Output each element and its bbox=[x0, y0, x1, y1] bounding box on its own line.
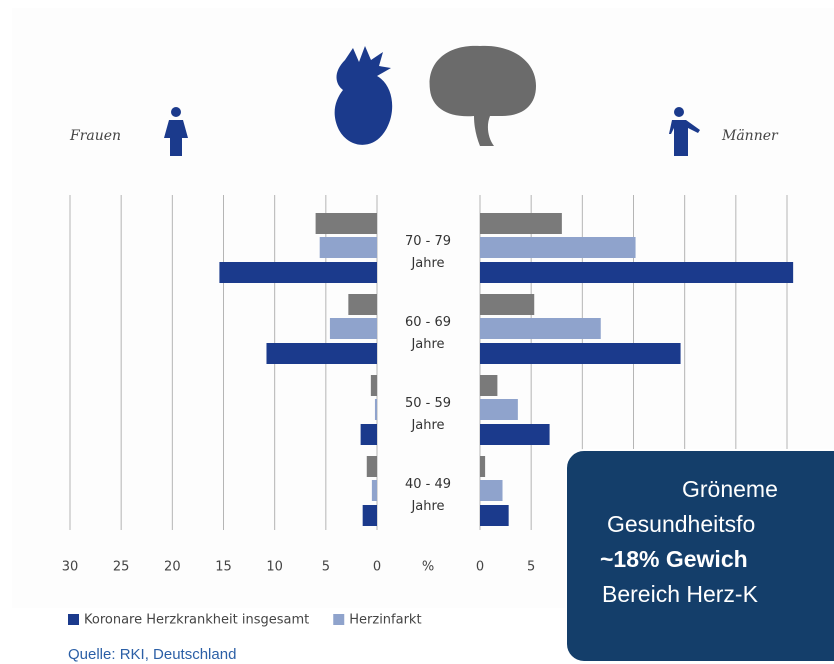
bar bbox=[480, 375, 497, 396]
bar bbox=[219, 262, 377, 283]
bar bbox=[480, 505, 509, 526]
legend-swatch bbox=[333, 614, 344, 625]
bar bbox=[367, 456, 377, 477]
source: Quelle: RKI, Deutschland bbox=[68, 646, 236, 663]
bar bbox=[480, 213, 562, 234]
category-unit: Jahre bbox=[410, 256, 444, 271]
bar bbox=[375, 399, 377, 420]
bar bbox=[348, 294, 377, 315]
legend-swatch bbox=[68, 614, 79, 625]
bar bbox=[372, 480, 377, 501]
page: {"chart_data": [ {"type": "bar", "title"… bbox=[0, 0, 834, 664]
x-tick-label: 15 bbox=[215, 560, 232, 575]
bar bbox=[480, 318, 601, 339]
bar bbox=[371, 375, 377, 396]
category-range: 50 - 59 bbox=[405, 396, 451, 411]
chart: Frauen Männer % Quelle: RKI, Deutschland… bbox=[0, 0, 834, 664]
bar bbox=[480, 294, 534, 315]
panel-title: Frauen bbox=[69, 128, 121, 144]
x-tick-label: 5 bbox=[322, 560, 330, 575]
overlay-line: Gesundheitsfo bbox=[607, 511, 755, 537]
category-unit: Jahre bbox=[410, 418, 444, 433]
legend-label: Herzinfarkt bbox=[349, 613, 421, 628]
category-unit: Jahre bbox=[410, 499, 444, 514]
overlay-line: ~18% Gewich bbox=[600, 546, 748, 572]
category-range: 40 - 49 bbox=[405, 477, 451, 492]
x-tick-label: 0 bbox=[373, 560, 381, 575]
panel-title: Männer bbox=[721, 128, 779, 144]
x-tick-label: 30 bbox=[62, 560, 79, 575]
bar bbox=[266, 343, 377, 364]
bar bbox=[480, 237, 636, 258]
bar bbox=[316, 213, 377, 234]
bar bbox=[480, 480, 503, 501]
x-tick-label: 5 bbox=[527, 560, 535, 575]
bar bbox=[480, 456, 485, 477]
bar bbox=[361, 424, 377, 445]
x-tick-label: 10 bbox=[266, 560, 283, 575]
category-range: 60 - 69 bbox=[405, 315, 451, 330]
category-range: 70 - 79 bbox=[405, 234, 451, 249]
x-tick-label: 25 bbox=[113, 560, 130, 575]
bar bbox=[480, 424, 550, 445]
bar bbox=[320, 237, 377, 258]
bar bbox=[363, 505, 377, 526]
axis-label: % bbox=[422, 560, 434, 575]
bar bbox=[480, 262, 793, 283]
bar bbox=[330, 318, 377, 339]
overlay-line: Bereich Herz-K bbox=[602, 581, 759, 607]
category-unit: Jahre bbox=[410, 337, 444, 352]
x-tick-label: 20 bbox=[164, 560, 181, 575]
x-tick-label: 0 bbox=[476, 560, 484, 575]
overlay-line: Gröneme bbox=[682, 476, 778, 502]
bar bbox=[480, 343, 681, 364]
legend-label: Koronare Herzkrankheit insgesamt bbox=[84, 613, 309, 628]
bar bbox=[480, 399, 518, 420]
